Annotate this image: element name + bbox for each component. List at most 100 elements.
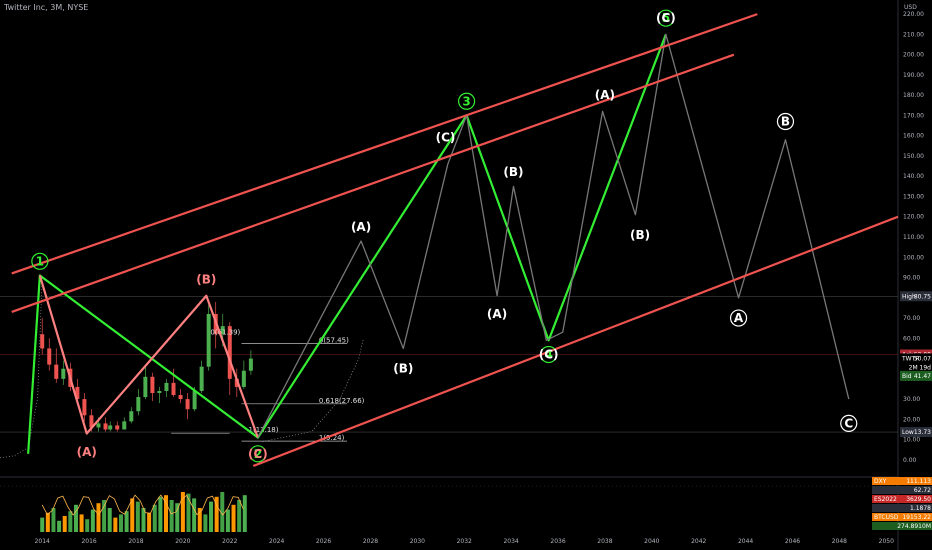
indicator-bar — [62, 516, 67, 532]
x-tick-label: 2030 — [410, 538, 425, 545]
candle-body — [241, 370, 246, 387]
indicator-tag-bg — [872, 477, 932, 485]
wave-label-circle — [457, 92, 476, 110]
candle-body — [234, 378, 239, 387]
indicator-bar — [175, 503, 180, 532]
indicator-tag-label: DXY — [874, 478, 887, 485]
indicator-bar — [40, 517, 45, 532]
y-tick-label: 220.00 — [903, 11, 924, 18]
candle-body — [129, 411, 134, 422]
series-line-1 — [38, 275, 259, 438]
candle-body — [150, 376, 155, 394]
y-tick-label: 90.00 — [903, 275, 920, 282]
indicator-bar — [73, 504, 78, 532]
price-tag-value: 50.07 — [914, 355, 931, 362]
indicator-tag-bg — [872, 522, 932, 530]
x-tick-label: 2040 — [644, 538, 659, 545]
wave-label: (B) — [630, 228, 650, 242]
candle-body — [143, 376, 148, 398]
wave-label: (C) — [656, 11, 676, 25]
indicator-bar — [147, 512, 152, 532]
wave-label: 4 — [544, 348, 552, 362]
indicator-tag-value: 62.72 — [914, 487, 931, 494]
wave-label: 2 — [254, 447, 262, 461]
wave-label: (B) — [196, 273, 216, 287]
wave-label: C — [844, 416, 853, 430]
wave-label: (A) — [351, 220, 371, 234]
y-tick-label: 160.00 — [903, 133, 924, 140]
indicator-bar — [152, 504, 157, 532]
indicator-bar — [158, 496, 163, 532]
x-tick-label: 2018 — [128, 538, 143, 545]
wave-label: B — [781, 115, 790, 129]
price-tag-bg — [900, 427, 932, 438]
indicator-bar — [141, 508, 146, 532]
indicator-bar — [169, 500, 174, 532]
price-tag-label: Low — [902, 429, 914, 436]
price-tag-bg — [900, 291, 932, 302]
y-tick-label: 110.00 — [903, 234, 924, 241]
indicator-bar — [225, 509, 230, 532]
y-tick-label: 190.00 — [903, 72, 924, 79]
x-tick-label: 2020 — [175, 538, 190, 545]
wave-label-circle — [840, 414, 858, 432]
indicator-bar — [242, 495, 247, 532]
indicator-bar — [237, 500, 242, 532]
candle-body — [103, 423, 108, 430]
y-tick-label: 120.00 — [903, 214, 924, 221]
x-tick-label: 2048 — [832, 538, 847, 545]
candle-body — [47, 348, 52, 365]
wave-label: (A) — [595, 88, 615, 102]
wave-label-circle — [540, 345, 558, 364]
x-tick-label: 2028 — [363, 538, 378, 545]
wave-label: (B) — [393, 362, 413, 376]
indicator-bar — [130, 498, 135, 532]
indicator-bar — [107, 508, 112, 532]
x-tick-label: 2014 — [35, 538, 50, 545]
wave-label: 3 — [462, 94, 470, 108]
fib-level-label: 0(61.39) — [210, 328, 240, 336]
candle-body — [40, 334, 45, 349]
x-tick-label: 2026 — [316, 538, 331, 545]
candle-body — [227, 326, 232, 379]
y-tick-label: 30.00 — [903, 396, 920, 403]
indicator-bar — [118, 514, 123, 532]
indicator-tag-label: ES2022 — [874, 496, 897, 503]
indicator-bar — [231, 504, 236, 532]
y-tick-label: 100.00 — [903, 254, 924, 261]
price-tag-value: 80.75 — [914, 293, 931, 300]
price-tag-value: 2M 19d — [909, 365, 932, 372]
indicator-bar — [214, 496, 219, 532]
candle-body — [115, 425, 120, 430]
price-tag-label: High — [902, 293, 916, 300]
y-axis-unit: USD — [904, 4, 917, 11]
price-tag-value: 41.47 — [914, 373, 931, 380]
indicator-bar — [135, 501, 140, 532]
y-tick-label: 210.00 — [903, 31, 924, 38]
price-tag-bg — [900, 353, 932, 364]
indicator-bar — [45, 512, 50, 532]
indicator-bar — [113, 517, 118, 532]
price-tag-bg — [900, 370, 932, 381]
candle-body — [122, 421, 127, 430]
dotted-band-right — [262, 338, 364, 443]
price-tag-label: Bid — [902, 373, 912, 380]
indicator-bar — [90, 509, 95, 532]
indicator-bar — [85, 519, 90, 532]
indicator-bar — [209, 501, 214, 532]
wave-label-circle — [249, 445, 267, 463]
candle-body — [61, 368, 66, 379]
candle-body — [171, 382, 176, 396]
indicator-tag-value: 111.113 — [906, 478, 931, 485]
y-tick-label: 20.00 — [903, 416, 920, 423]
fib-level-label: 0(57.45) — [319, 336, 349, 344]
wave-label: (A) — [487, 307, 507, 321]
x-tick-label: 2046 — [785, 538, 800, 545]
indicator-tag-label: BTCUSD — [874, 514, 899, 521]
indicator-bar — [68, 511, 73, 532]
wave-label: 1 — [36, 254, 44, 268]
y-tick-label: 170.00 — [903, 112, 924, 119]
y-tick-label: 200.00 — [903, 52, 924, 59]
x-tick-label: 2038 — [597, 538, 612, 545]
